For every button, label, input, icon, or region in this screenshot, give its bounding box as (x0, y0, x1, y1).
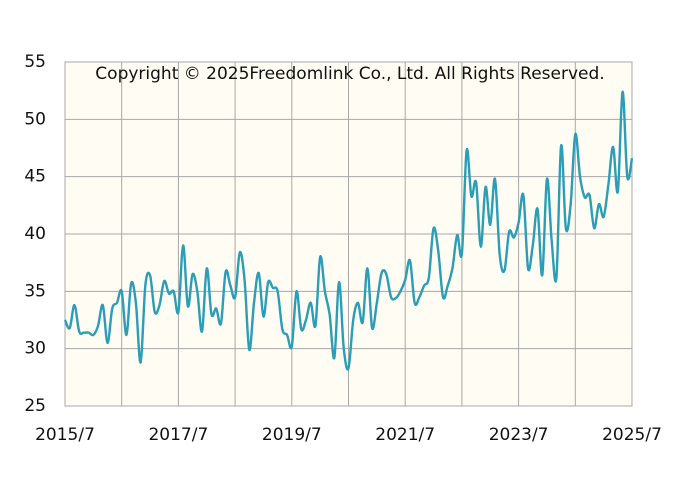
y-tick-label: 55 (24, 52, 46, 72)
x-tick-label: 2023/7 (489, 425, 549, 445)
y-tick-label: 25 (24, 396, 46, 416)
x-tick-label: 2019/7 (262, 425, 322, 445)
y-tick-label: 30 (24, 339, 46, 359)
y-tick-label: 45 (24, 167, 46, 187)
x-tick-label: 2021/7 (375, 425, 435, 445)
series-line (63, 90, 634, 371)
y-tick-label: 50 (24, 109, 46, 129)
x-tick-label: 2015/7 (35, 425, 95, 445)
x-tick-label: 2017/7 (148, 425, 208, 445)
copyright: Copyright © 2025Freedomlink Co., Ltd. Al… (95, 64, 604, 84)
y-tick-label: 35 (24, 281, 46, 301)
x-tick-label: 2025/7 (602, 425, 662, 445)
y-tick-label: 40 (24, 224, 46, 244)
